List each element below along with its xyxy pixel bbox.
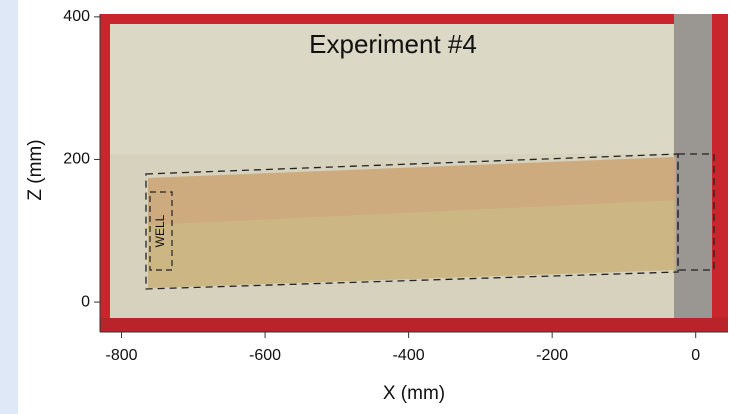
water	[110, 24, 674, 154]
y-tick-label: 0	[81, 293, 90, 310]
photo	[100, 14, 728, 332]
y-tick-label: 400	[63, 8, 90, 25]
region	[145, 153, 679, 290]
tint	[148, 157, 676, 225]
x-tick-label: 0	[691, 347, 700, 364]
x-tick-label: -400	[393, 347, 425, 364]
bottom-frame	[100, 318, 728, 332]
y-tick-label: 200	[63, 151, 90, 168]
well-label: WELL	[153, 214, 167, 247]
well-box	[149, 191, 173, 271]
y-axis-label: Z (mm)	[25, 139, 46, 200]
x-tick-label: -200	[536, 347, 568, 364]
region	[677, 153, 715, 271]
gravel	[674, 14, 712, 320]
x-axis-label: X (mm)	[383, 383, 445, 404]
x-tick-label: -800	[106, 347, 138, 364]
x-tick-label: -600	[249, 347, 281, 364]
chart-title: Experiment #4	[309, 29, 477, 59]
